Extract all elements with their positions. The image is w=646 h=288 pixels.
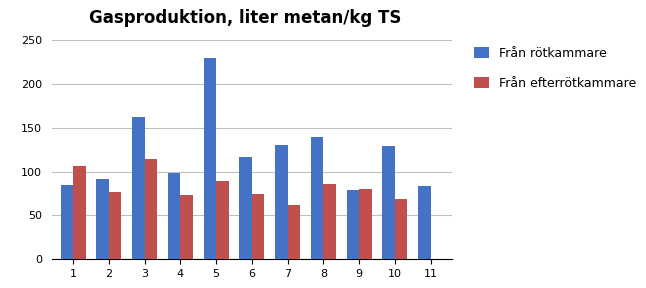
Bar [203, 58, 216, 259]
Bar [132, 118, 145, 259]
Bar [73, 166, 86, 259]
Bar [287, 205, 300, 259]
Bar [395, 199, 408, 259]
Legend: Från rötkammare, Från efterrötkammare: Från rötkammare, Från efterrötkammare [474, 47, 637, 90]
Bar [109, 192, 121, 259]
Text: Gasproduktion, liter metan/kg TS: Gasproduktion, liter metan/kg TS [89, 9, 402, 27]
Bar [382, 146, 395, 259]
Bar [275, 145, 287, 259]
Bar [61, 185, 73, 259]
Bar [240, 157, 252, 259]
Bar [252, 194, 264, 259]
Bar [359, 189, 371, 259]
Bar [216, 181, 229, 259]
Bar [418, 186, 431, 259]
Bar [311, 137, 324, 259]
Bar [96, 179, 109, 259]
Bar [168, 173, 180, 259]
Bar [145, 159, 157, 259]
Bar [347, 190, 359, 259]
Bar [180, 195, 193, 259]
Bar [324, 184, 336, 259]
